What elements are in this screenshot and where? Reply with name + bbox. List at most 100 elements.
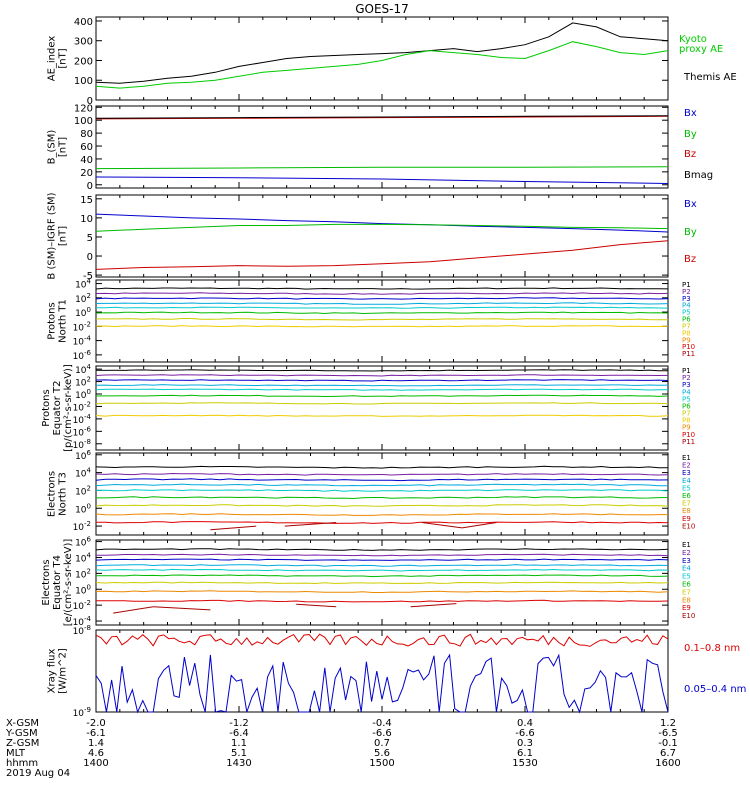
bdiff-y-label: B (SM)–IGRF (SM)	[47, 192, 58, 279]
ae-legend-proxy-ae: proxy AE	[679, 44, 723, 55]
pn-y-tick-label: 100	[75, 306, 91, 319]
footer-label-z-gsm: Z-GSM	[6, 738, 39, 749]
en-y-label: North T3	[58, 472, 69, 516]
ae-legend-themis-ae: Themis AE	[683, 72, 737, 83]
pn-legend-p7: P7	[682, 322, 691, 330]
en-legend-e9: E9	[682, 515, 691, 523]
pn-series-p6	[95, 311, 669, 315]
ee-legend-e6: E6	[682, 581, 691, 589]
pe-legend-p5: P5	[682, 395, 691, 403]
bmag-series-bmag	[95, 115, 669, 119]
pe-legend-p9: P9	[682, 424, 691, 432]
pn-y-tick-label: 10-2	[73, 320, 91, 333]
pn-panel-frame	[95, 279, 669, 363]
pe-legend-p2: P2	[682, 374, 691, 382]
en-legend-e4: E4	[682, 477, 691, 485]
pn-legend-p5: P5	[682, 309, 691, 317]
bdiff-y-tick-label: 15	[80, 195, 93, 206]
ae-legend-kyoto: Kyoto	[679, 34, 707, 45]
en-legend-e5: E5	[682, 484, 691, 492]
pn-legend-p8: P8	[682, 329, 691, 337]
pe-y-tick-label: 10-6	[73, 425, 92, 438]
pe-legend-p11: P11	[682, 438, 695, 446]
footer-mlt-value: 4.6	[88, 748, 104, 759]
xray-y-label: [W/m^2]	[58, 648, 69, 694]
bdiff-y-tick-label: -5	[83, 271, 93, 282]
bdiff-series-bz	[95, 240, 669, 270]
pn-legend-p9: P9	[682, 336, 691, 344]
ee-legend-e3: E3	[682, 557, 691, 565]
en-series-e4	[95, 483, 669, 487]
footer-z-gsm-value: 1.4	[88, 738, 104, 749]
en-series-e9	[96, 521, 669, 524]
ee-series-e5	[95, 568, 669, 572]
ee-legend-e8: E8	[682, 596, 691, 604]
pn-series-p5	[96, 306, 669, 309]
pn-series-p7	[96, 318, 669, 321]
en-legend-e10: E10	[682, 522, 695, 530]
en-series-e7	[95, 504, 669, 507]
footer-hhmm-value: 1500	[369, 758, 394, 769]
ee-legend-e10: E10	[682, 612, 695, 620]
pn-series-p1	[95, 287, 669, 290]
pe-y-label: Equator T2	[52, 381, 63, 436]
bdiff-panel-frame	[95, 194, 669, 278]
pn-legend-p1: P1	[682, 281, 691, 289]
pe-series-p7	[95, 402, 669, 405]
pn-series-p8	[95, 325, 669, 328]
pn-series-p3	[95, 297, 669, 300]
footer-y-gsm-value: -6.6	[372, 728, 392, 739]
en-series-e5	[95, 489, 669, 492]
bdiff-legend-bx: Bx	[684, 199, 697, 210]
bdiff-y-label: [nT]	[58, 226, 69, 246]
bdiff-y-tick-label: 5	[87, 233, 93, 244]
footer-y-gsm-value: -6.5	[658, 728, 678, 739]
footer-y-gsm-value: -6.4	[229, 728, 249, 739]
footer-mlt-value: 5.1	[231, 748, 247, 759]
ae-y-tick-label: 0	[87, 96, 93, 107]
ee-series-e10-segment	[153, 606, 211, 611]
bmag-y-tick-label: 40	[80, 155, 93, 166]
footer-z-gsm-value: 1.1	[231, 738, 247, 749]
en-series-e6	[96, 496, 669, 500]
pn-legend-p3: P3	[682, 295, 691, 303]
footer-y-gsm-value: -6.6	[515, 728, 535, 739]
ee-series-e10-segment	[296, 603, 337, 608]
pe-legend-p6: P6	[682, 402, 691, 410]
pn-series-p4	[95, 302, 669, 305]
pn-legend-p2: P2	[682, 288, 691, 296]
ae-panel-frame	[95, 16, 669, 101]
footer-x-gsm-value: 1.2	[660, 718, 676, 729]
pe-y-label: [p/(cm²-s-sr-keV)]	[63, 364, 74, 452]
bmag-series-bx	[95, 176, 669, 184]
pe-legend-p10: P10	[682, 431, 695, 439]
ae-y-tick-label: 300	[74, 37, 93, 48]
pe-legend-p4: P4	[682, 388, 691, 396]
pe-legend-p8: P8	[682, 417, 691, 425]
pe-series-p8	[95, 414, 669, 417]
footer-mlt-value: 5.6	[374, 748, 390, 759]
en-series-e1	[95, 465, 668, 469]
pe-y-tick-label: 10-4	[73, 413, 92, 426]
footer-label-mlt: MLT	[6, 748, 26, 759]
bmag-y-tick-label: 60	[80, 142, 93, 153]
footer-hhmm-value: 1400	[83, 758, 108, 769]
en-legend-e2: E2	[682, 462, 691, 470]
bmag-y-tick-label: 0	[87, 181, 93, 192]
footer-x-gsm-value: -1.2	[229, 718, 249, 729]
en-series-e10-segment	[462, 522, 497, 529]
footer-hhmm-value: 1600	[655, 758, 680, 769]
en-y-label: Electrons	[47, 471, 58, 517]
xray-legend-short: 0.05–0.4 nm	[684, 684, 746, 695]
bmag-series-bz	[95, 115, 669, 120]
footer-mlt-value: 6.7	[660, 748, 676, 759]
en-legend-e7: E7	[682, 500, 691, 508]
ee-y-tick-label: 100	[75, 583, 91, 596]
en-series-e8	[95, 513, 668, 516]
pe-y-tick-label: 10-2	[73, 400, 91, 413]
footer-label-y-gsm: Y-GSM	[5, 728, 38, 739]
ae-series-themis-ae	[95, 22, 669, 84]
pn-y-tick-label: 104	[75, 278, 91, 291]
bmag-series-by	[95, 166, 669, 170]
ae-series-kyoto-proxy-ae	[95, 41, 669, 89]
